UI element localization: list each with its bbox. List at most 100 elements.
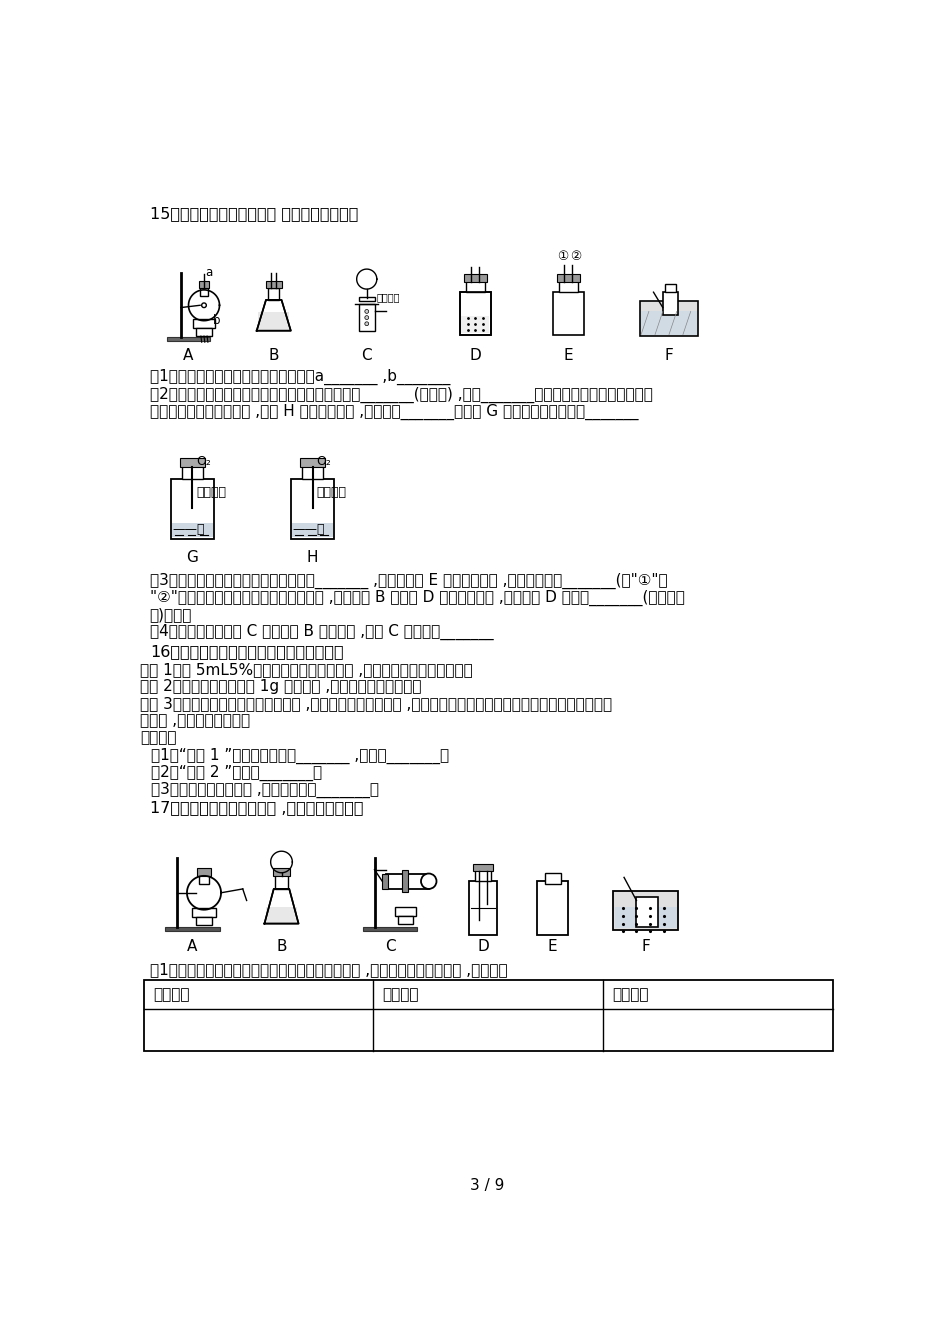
Text: a: a xyxy=(205,266,213,280)
Text: 。1〃实验室中我们可以通过多种反响原理制取氧气 ,选择的装置也有所不同 ,请填写：: 。1〃实验室中我们可以通过多种反响原理制取氧气 ,选择的装置也有所不同 ,请填写… xyxy=(150,962,507,977)
Bar xyxy=(538,882,568,935)
Circle shape xyxy=(365,316,369,320)
Text: 实验 1：取 5mL5%的过氧化氢溶液于试管中 ,把带火星的木条伸入试管。: 实验 1：取 5mL5%的过氧化氢溶液于试管中 ,把带火星的木条伸入试管。 xyxy=(141,663,473,677)
Text: 药品选择: 药品选择 xyxy=(153,988,189,1003)
Text: 16、以下是小明同学设计的一个实验方案：: 16、以下是小明同学设计的一个实验方案： xyxy=(150,644,343,659)
Bar xyxy=(167,337,210,340)
Bar xyxy=(636,898,658,926)
Bar xyxy=(386,874,428,888)
Text: 。1〃写出图中标有字母的仪器的名称：a_______ ,b_______: 。1〃写出图中标有字母的仪器的名称：a_______ ,b_______ xyxy=(150,370,450,386)
Text: ——水: ——水 xyxy=(172,523,205,536)
Text: 3 / 9: 3 / 9 xyxy=(469,1177,504,1192)
Text: 。2〃实验室用氯酸鑷制取氧气应选择的发生装置是_______(填代号) ,可用_______法收集氧气。制得的氧气用来: 。2〃实验室用氯酸鑷制取氧气应选择的发生装置是_______(填代号) ,可用_… xyxy=(150,387,653,403)
Text: 实验 2：向上述试管中参加 1g 二氧化锔 ,再伸入带火星的木条。: 实验 2：向上述试管中参加 1g 二氧化锔 ,再伸入带火星的木条。 xyxy=(141,680,422,695)
Text: 实验 3：待上述试管中没有现象发生时 ,重新参加过氧化氢溶液 ,并把带火星的木条伸入试管。待试管中又没有现象: 实验 3：待上述试管中没有现象发生时 ,重新参加过氧化氢溶液 ,并把带火星的木条… xyxy=(141,696,613,711)
Bar xyxy=(300,458,325,466)
Bar xyxy=(641,312,697,335)
Bar xyxy=(266,907,297,922)
Text: H: H xyxy=(307,550,318,564)
Text: 收集装置: 收集装置 xyxy=(612,988,649,1003)
Bar xyxy=(466,281,484,292)
Text: O₂: O₂ xyxy=(197,456,211,469)
Bar xyxy=(197,918,212,925)
Circle shape xyxy=(365,309,369,313)
Text: D: D xyxy=(477,939,489,954)
Text: O₂: O₂ xyxy=(316,456,332,469)
Text: B: B xyxy=(269,348,279,363)
Text: 。2〃“实验 2 ”说明了_______。: 。2〃“实验 2 ”说明了_______。 xyxy=(151,765,322,781)
Text: C: C xyxy=(361,348,372,363)
Bar xyxy=(559,281,578,292)
Bar xyxy=(460,292,491,335)
Text: "②"）端进入；假设要获得枯燥的二氧化 ,可将装置 B 和装置 D 用胶皮管连接 ,并在装置 D 中盛放_______(填物质名: "②"）端进入；假设要获得枯燥的二氧化 ,可将装置 B 和装置 D 用胶皮管连接… xyxy=(150,590,685,606)
Bar xyxy=(165,927,219,931)
Bar xyxy=(363,927,417,931)
Bar xyxy=(197,868,211,876)
Bar xyxy=(192,909,216,918)
Bar xyxy=(359,297,374,301)
Bar xyxy=(394,907,416,915)
Bar xyxy=(663,292,678,316)
Text: F: F xyxy=(665,348,674,363)
Text: E: E xyxy=(563,348,573,363)
Bar xyxy=(181,465,203,478)
Bar xyxy=(258,312,289,329)
Text: 15、结合以下化学实验装置 ，答复有关问题。: 15、结合以下化学实验装置 ，答复有关问题。 xyxy=(150,206,358,220)
Bar xyxy=(172,523,213,538)
Bar xyxy=(398,915,413,923)
Bar xyxy=(293,523,332,538)
Bar xyxy=(469,882,497,935)
Text: E: E xyxy=(548,939,558,954)
Text: 红热铁丝: 红热铁丝 xyxy=(197,487,226,499)
Text: ②: ② xyxy=(571,250,581,263)
Bar xyxy=(199,875,209,883)
Text: 发生时 ,再重复上述实验。: 发生时 ,再重复上述实验。 xyxy=(141,714,251,728)
Bar xyxy=(266,281,281,289)
Bar xyxy=(639,301,698,336)
Bar xyxy=(473,864,493,871)
Text: F: F xyxy=(641,939,650,954)
Text: 常温铁丝: 常温铁丝 xyxy=(316,487,347,499)
Text: D: D xyxy=(469,348,481,363)
Bar xyxy=(615,907,676,929)
Text: 称)试剂。: 称)试剂。 xyxy=(150,607,192,622)
Bar xyxy=(200,281,209,289)
Circle shape xyxy=(365,321,369,325)
Text: A: A xyxy=(187,939,198,954)
Bar xyxy=(460,292,491,335)
Bar xyxy=(475,870,491,882)
Bar xyxy=(553,292,583,335)
Text: 。4〃实验室常用装置 C 代替装置 B 制取气体 ,装置 C 的优点是_______: 。4〃实验室常用装置 C 代替装置 B 制取气体 ,装置 C 的优点是_____… xyxy=(150,624,493,640)
Bar xyxy=(462,316,489,333)
Bar xyxy=(545,872,560,883)
Bar xyxy=(291,478,334,539)
Bar xyxy=(359,304,374,331)
Bar xyxy=(143,980,833,1051)
Text: 做如右以下图所示的实验 ,发现 H 中铁丝不燃烧 ,其原因是_______。写出 G 中反响的化学方程式_______: 做如右以下图所示的实验 ,发现 H 中铁丝不燃烧 ,其原因是_______。写出… xyxy=(150,403,638,421)
Bar xyxy=(665,285,676,292)
Text: 17、实验室局部装置如下图 ,请答复以下问题。: 17、实验室局部装置如下图 ,请答复以下问题。 xyxy=(150,801,363,816)
Text: 。3〃实验室制取二氧化碳常用的药品是_______ ,假设用装置 E 收集二氧化磷 ,那么气体应从_______(填"①"或: 。3〃实验室制取二氧化碳常用的药品是_______ ,假设用装置 E 收集二氧化… xyxy=(150,574,667,590)
Text: 。1〃“实验 1 ”中的实验现象是_______ ,原因是_______。: 。1〃“实验 1 ”中的实验现象是_______ ,原因是_______。 xyxy=(151,749,449,765)
Circle shape xyxy=(421,874,436,888)
Bar xyxy=(171,478,214,539)
Bar xyxy=(613,891,678,930)
Bar xyxy=(464,274,486,282)
Bar xyxy=(273,868,290,876)
Text: ①: ① xyxy=(558,250,569,263)
Text: C: C xyxy=(385,939,395,954)
Bar xyxy=(200,286,208,296)
Bar xyxy=(193,319,215,328)
Text: ——水: ——水 xyxy=(293,523,325,536)
Bar xyxy=(557,274,580,282)
Bar xyxy=(180,458,205,466)
Text: A: A xyxy=(183,348,194,363)
Bar xyxy=(276,875,288,888)
Text: 发生装置: 发生装置 xyxy=(383,988,419,1003)
Text: b: b xyxy=(214,313,220,327)
Text: 请答复：: 请答复： xyxy=(141,730,177,746)
Bar xyxy=(268,288,279,300)
Text: G: G xyxy=(186,550,199,564)
Bar xyxy=(402,871,408,892)
Bar xyxy=(382,874,389,888)
